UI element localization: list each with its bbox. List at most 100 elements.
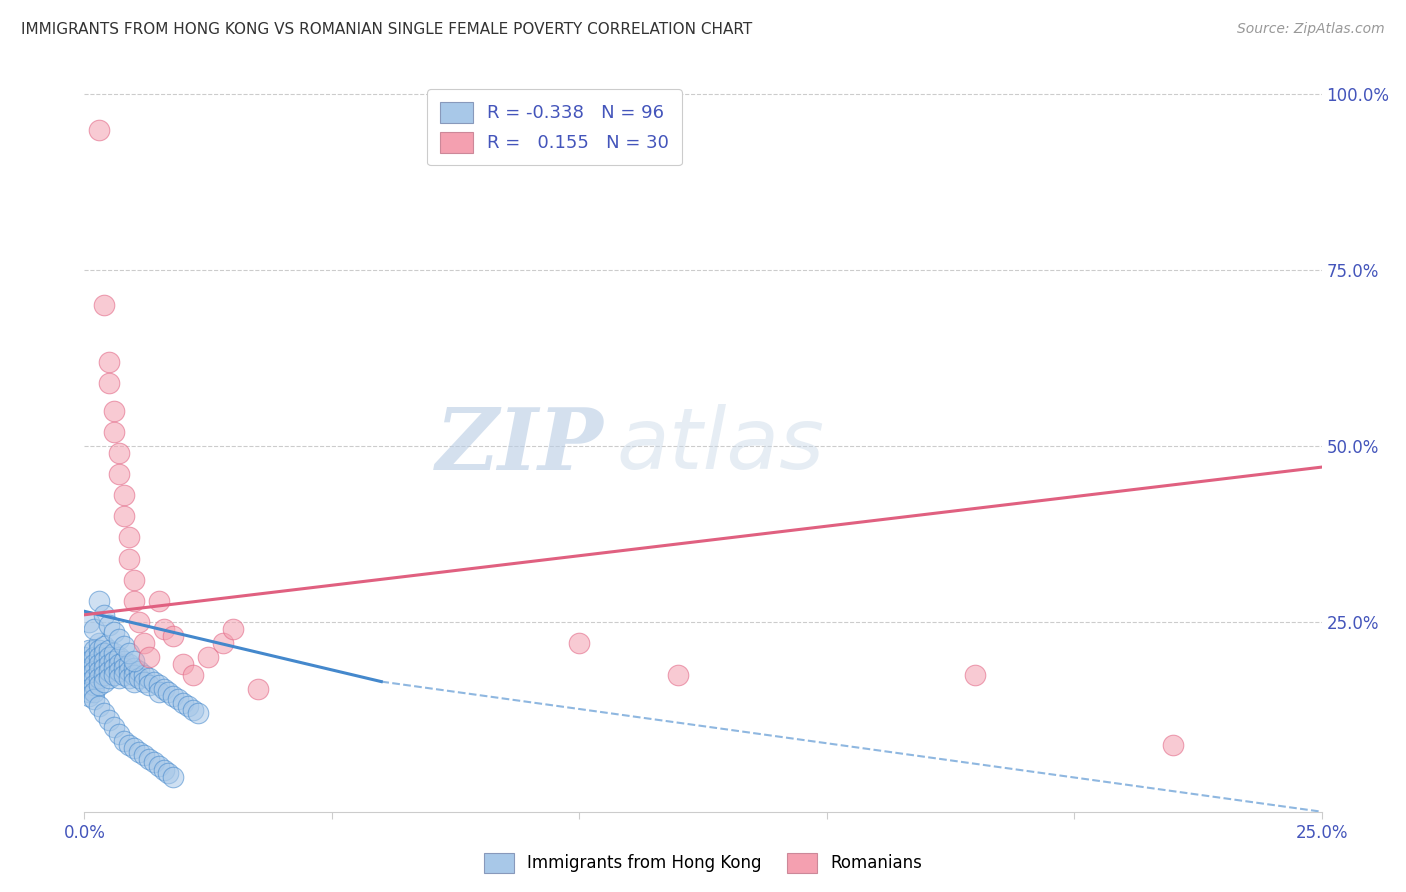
- Point: [138, 650, 160, 665]
- Point: [93, 674, 115, 689]
- Point: [181, 703, 204, 717]
- Point: [162, 629, 184, 643]
- Point: [73, 660, 96, 674]
- Point: [118, 738, 141, 752]
- Point: [89, 657, 111, 671]
- Point: [108, 650, 131, 665]
- Text: Source: ZipAtlas.com: Source: ZipAtlas.com: [1237, 22, 1385, 37]
- Point: [122, 660, 145, 674]
- Point: [181, 667, 204, 681]
- Point: [118, 671, 141, 685]
- Point: [118, 657, 141, 671]
- Point: [83, 678, 105, 692]
- Point: [118, 647, 141, 661]
- Point: [138, 678, 160, 692]
- Point: [98, 376, 121, 390]
- Point: [98, 664, 121, 678]
- Point: [98, 650, 121, 665]
- Point: [89, 593, 111, 607]
- Point: [79, 667, 101, 681]
- Point: [167, 692, 190, 706]
- Point: [128, 671, 150, 685]
- Point: [79, 615, 101, 629]
- Point: [79, 681, 101, 696]
- Point: [98, 354, 121, 368]
- Point: [89, 678, 111, 692]
- Point: [93, 607, 115, 622]
- Point: [112, 653, 135, 667]
- Point: [83, 685, 105, 699]
- Point: [128, 615, 150, 629]
- Point: [79, 664, 101, 678]
- Text: IMMIGRANTS FROM HONG KONG VS ROMANIAN SINGLE FEMALE POVERTY CORRELATION CHART: IMMIGRANTS FROM HONG KONG VS ROMANIAN SI…: [21, 22, 752, 37]
- Point: [177, 699, 200, 714]
- Point: [79, 643, 101, 657]
- Point: [112, 667, 135, 681]
- Point: [128, 745, 150, 759]
- Point: [108, 664, 131, 678]
- Point: [89, 636, 111, 650]
- Point: [157, 685, 180, 699]
- Point: [98, 657, 121, 671]
- Point: [93, 647, 115, 661]
- Point: [103, 667, 125, 681]
- Point: [83, 622, 105, 636]
- Point: [93, 660, 115, 674]
- Point: [83, 650, 105, 665]
- Point: [122, 667, 145, 681]
- Point: [246, 681, 269, 696]
- Point: [122, 741, 145, 756]
- Point: [89, 643, 111, 657]
- Point: [98, 618, 121, 632]
- Point: [98, 671, 121, 685]
- Point: [108, 727, 131, 741]
- Point: [138, 752, 160, 766]
- Point: [83, 692, 105, 706]
- Point: [103, 425, 125, 439]
- Point: [118, 551, 141, 566]
- Point: [118, 530, 141, 544]
- Point: [148, 685, 170, 699]
- Point: [122, 653, 145, 667]
- Point: [148, 678, 170, 692]
- Point: [666, 667, 689, 681]
- Point: [83, 664, 105, 678]
- Point: [93, 667, 115, 681]
- Point: [128, 664, 150, 678]
- Point: [89, 122, 111, 136]
- Point: [568, 636, 591, 650]
- Point: [112, 640, 135, 654]
- Point: [79, 653, 101, 667]
- Point: [103, 653, 125, 667]
- Point: [212, 636, 235, 650]
- Point: [108, 446, 131, 460]
- Legend: Immigrants from Hong Kong, Romanians: Immigrants from Hong Kong, Romanians: [477, 847, 929, 880]
- Point: [98, 714, 121, 728]
- Point: [112, 488, 135, 502]
- Point: [152, 622, 174, 636]
- Point: [122, 593, 145, 607]
- Point: [108, 467, 131, 482]
- Point: [152, 763, 174, 777]
- Point: [83, 657, 105, 671]
- Point: [157, 766, 180, 780]
- Point: [172, 657, 194, 671]
- Point: [73, 650, 96, 665]
- Point: [93, 706, 115, 721]
- Point: [965, 667, 987, 681]
- Point: [142, 756, 165, 770]
- Point: [89, 664, 111, 678]
- Point: [222, 622, 245, 636]
- Point: [187, 706, 209, 721]
- Point: [112, 509, 135, 524]
- Point: [112, 660, 135, 674]
- Point: [79, 685, 101, 699]
- Point: [89, 699, 111, 714]
- Point: [162, 770, 184, 784]
- Legend: R = -0.338   N = 96, R =   0.155   N = 30: R = -0.338 N = 96, R = 0.155 N = 30: [427, 89, 682, 165]
- Point: [98, 643, 121, 657]
- Point: [148, 759, 170, 773]
- Text: atlas: atlas: [616, 404, 824, 488]
- Point: [83, 643, 105, 657]
- Point: [93, 298, 115, 312]
